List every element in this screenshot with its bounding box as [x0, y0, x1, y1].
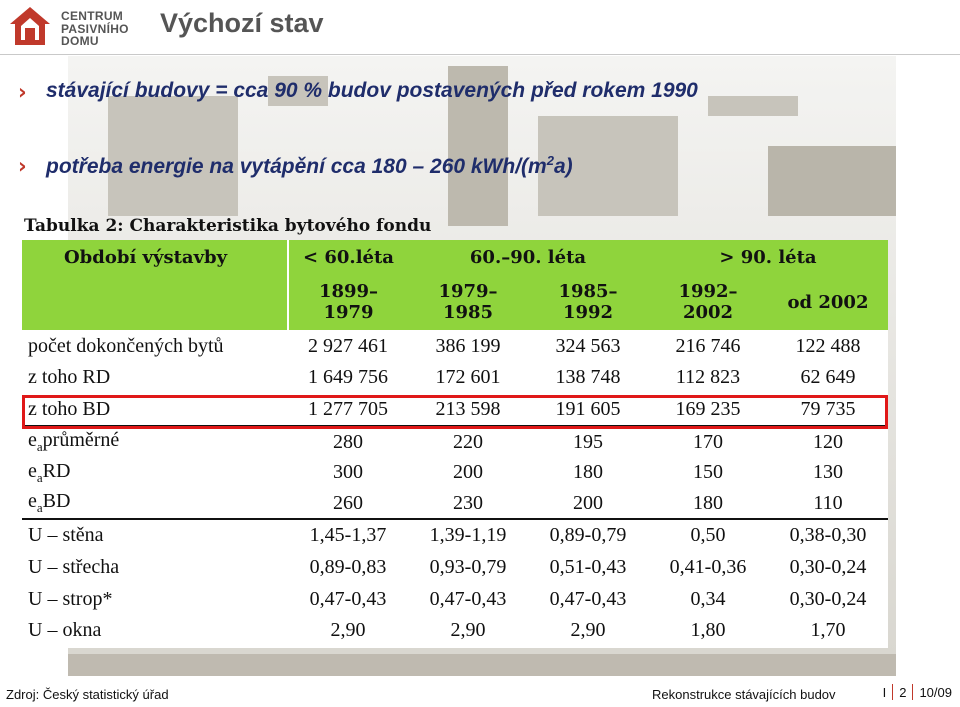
table-row: U – okna 2,90 2,90 2,90 1,80 1,70	[28, 618, 846, 641]
page-title: Výchozí stav	[160, 8, 324, 38]
table-row: eaprůměrné 280 220 195 170 120	[22, 425, 888, 457]
chevron-right-icon: ›	[18, 80, 27, 104]
table-row: eaRD 300 200 180 150 130	[28, 459, 843, 485]
table-row: U – střecha 0,89-0,83 0,93-0,79 0,51-0,4…	[28, 555, 867, 578]
header-60-90: 60.–90. léta	[408, 240, 648, 274]
table-row: z toho RD 1 649 756 172 601 138 748 112 …	[28, 366, 856, 388]
table-years-row: 1899– 1979 1979– 1985 1985– 1992 1992– 2002 …	[22, 274, 888, 330]
header-after-90s: > 90. léta	[648, 240, 888, 274]
bullet-1: stávající budovy = cca 90 % budov postav…	[46, 79, 698, 102]
table-row: U – strop* 0,47-0,43 0,47-0,43 0,47-0,43…	[28, 587, 867, 610]
year-range: 1985– 1992	[528, 274, 648, 330]
logo: CENTRUM PASIVNÍHO DOMU	[6, 4, 146, 48]
year-range: od 2002	[768, 274, 888, 330]
chevron-right-icon: ›	[18, 154, 27, 178]
table-row-highlighted: z toho BD 1 277 705 213 598 191 605 169 …	[28, 397, 856, 420]
bullet-2: potřeba energie na vytápění cca 180 – 26…	[46, 153, 573, 178]
section-name: Rekonstrukce stávajících budov	[652, 687, 836, 702]
table-row: počet dokončených bytů 2 927 461 386 199…	[28, 334, 861, 357]
table-row: eaBD 260 230 200 180 110	[28, 490, 843, 515]
page-number: 2	[899, 684, 907, 700]
header-period: Období výstavby	[22, 240, 288, 274]
year-range: 1979– 1985	[408, 274, 528, 330]
year-range: 1992– 2002	[648, 274, 768, 330]
highlight-box	[22, 395, 888, 429]
source-note: Zdroj: Český statistický úřad	[6, 687, 169, 702]
pager-prefix: I	[882, 684, 887, 700]
house-logo-icon	[10, 7, 50, 45]
characteristics-table: Období výstavby < 60.léta 60.–90. léta >…	[22, 240, 888, 648]
table-header-row: Období výstavby < 60.léta 60.–90. léta >…	[22, 240, 888, 274]
header-divider	[0, 54, 960, 55]
date: 10/09	[919, 684, 952, 700]
header-before-60s: < 60.léta	[287, 240, 408, 274]
year-range: 1899– 1979	[287, 274, 408, 330]
logo-text: CENTRUM PASIVNÍHO DOMU	[61, 9, 129, 48]
pager-divider	[912, 684, 914, 700]
pager-divider	[892, 684, 894, 700]
table-row: U – stěna 1,45-1,37 1,39-1,19 0,89-0,79 …	[22, 518, 888, 551]
table-caption: Tabulka 2: Charakteristika bytového fond…	[24, 216, 432, 236]
pager: I 2 10/09	[883, 684, 952, 700]
